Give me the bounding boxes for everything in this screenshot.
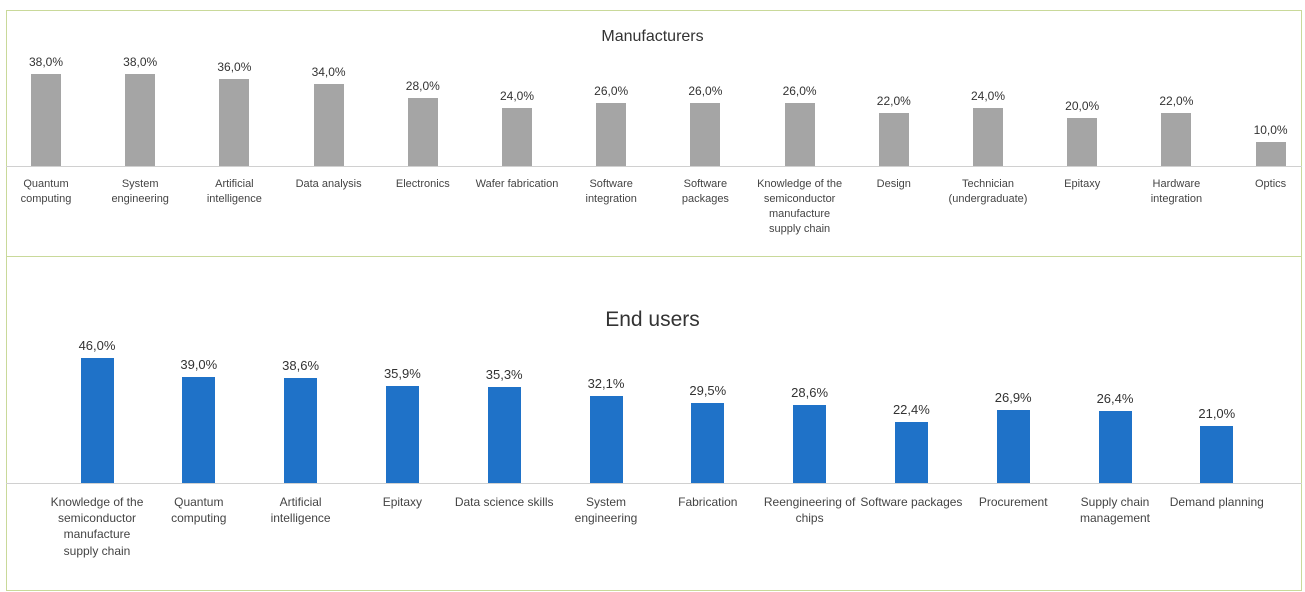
x-tick-label: Procurement [978,495,1048,509]
value-label: 29,5% [689,383,727,399]
bar [784,103,815,166]
value-label: 28,0% [405,79,440,94]
bar [182,377,216,483]
value-label: 26,0% [688,84,723,99]
x-tick-label: Epitaxy [382,495,423,509]
bar [313,83,344,166]
frame [6,10,1302,591]
bar [878,112,909,166]
baseline [6,166,1302,167]
value-label: 26,0% [594,84,629,99]
x-tick-label: Artificial intelligence [270,495,331,526]
x-tick-label: Software integration [585,178,637,205]
x-tick-label: Electronics [395,178,450,190]
value-label: 26,9% [994,390,1032,406]
bar [1161,112,1192,166]
bar [1255,141,1286,166]
value-label: 22,0% [1159,93,1194,108]
x-tick-label: Fabrication [678,495,738,509]
bar [690,103,721,166]
bar [80,358,114,483]
bar [589,396,623,483]
value-label: 35,3% [485,367,523,383]
value-label: 35,9% [383,365,421,381]
value-label: 22,4% [892,402,930,418]
x-tick-label: Knowledge of the semiconductor manufactu… [757,178,843,235]
bar [894,422,928,483]
value-label: 10,0% [1253,122,1288,137]
baseline [6,483,1302,484]
x-tick-label: Data science skills [454,495,554,509]
bar [1067,117,1098,166]
bar [487,387,521,483]
x-tick-label: Artificial intelligence [206,178,262,205]
x-tick-label: Knowledge of the semiconductor manufactu… [50,495,144,558]
value-label: 46,0% [78,338,116,354]
x-tick-label: Software packages [860,495,963,509]
value-label: 38,0% [123,55,158,70]
bar [691,403,725,483]
x-tick-label: Reengineering of chips [763,495,856,526]
x-tick-label: Demand planning [1169,495,1264,509]
value-label: 26,4% [1096,391,1134,407]
value-label: 32,1% [587,376,625,391]
x-tick-label: Quantum computing [20,178,72,205]
x-tick-label: Wafer fabrication [475,178,559,190]
value-label: 39,0% [180,357,218,373]
x-tick-label: Software packages [681,178,729,205]
value-label: 26,0% [782,84,817,99]
value-label: 24,0% [970,88,1006,103]
x-tick-label: Hardware integration [1150,178,1203,205]
x-tick-label: Optics [1255,178,1287,190]
value-label: 38,0% [28,55,64,70]
bar [502,107,532,166]
value-label: 20,0% [1065,98,1100,113]
x-tick-label: Design [876,178,911,190]
x-tick-label: Epitaxy [1064,178,1101,190]
bar [125,74,156,166]
chart-title: End users [605,308,700,331]
bar [596,103,627,166]
bar [385,385,419,483]
x-tick-label: System engineering [111,178,169,205]
bar [996,410,1030,483]
x-tick-label: Data analysis [295,178,362,190]
x-tick-label: Supply chain management [1079,495,1151,526]
bar [31,74,61,166]
bar [284,378,318,483]
value-label: 38,6% [282,358,320,374]
chart-title: Manufacturers [601,28,704,45]
bar [1098,411,1132,483]
bar [219,78,250,166]
bar [973,107,1003,166]
x-tick-label: Technician (undergraduate) [948,178,1028,205]
value-label: 34,0% [311,64,346,79]
bar [1200,426,1234,483]
bar [793,405,827,483]
value-label: 21,0% [1198,406,1236,422]
value-label: 22,0% [876,93,911,108]
divider [6,256,1302,257]
bar [407,98,438,166]
value-label: 24,0% [499,88,535,103]
value-label: 28,6% [791,385,829,401]
value-label: 36,0% [217,59,252,74]
x-tick-label: System engineering [574,495,638,526]
x-tick-label: Quantum computing [171,495,227,526]
